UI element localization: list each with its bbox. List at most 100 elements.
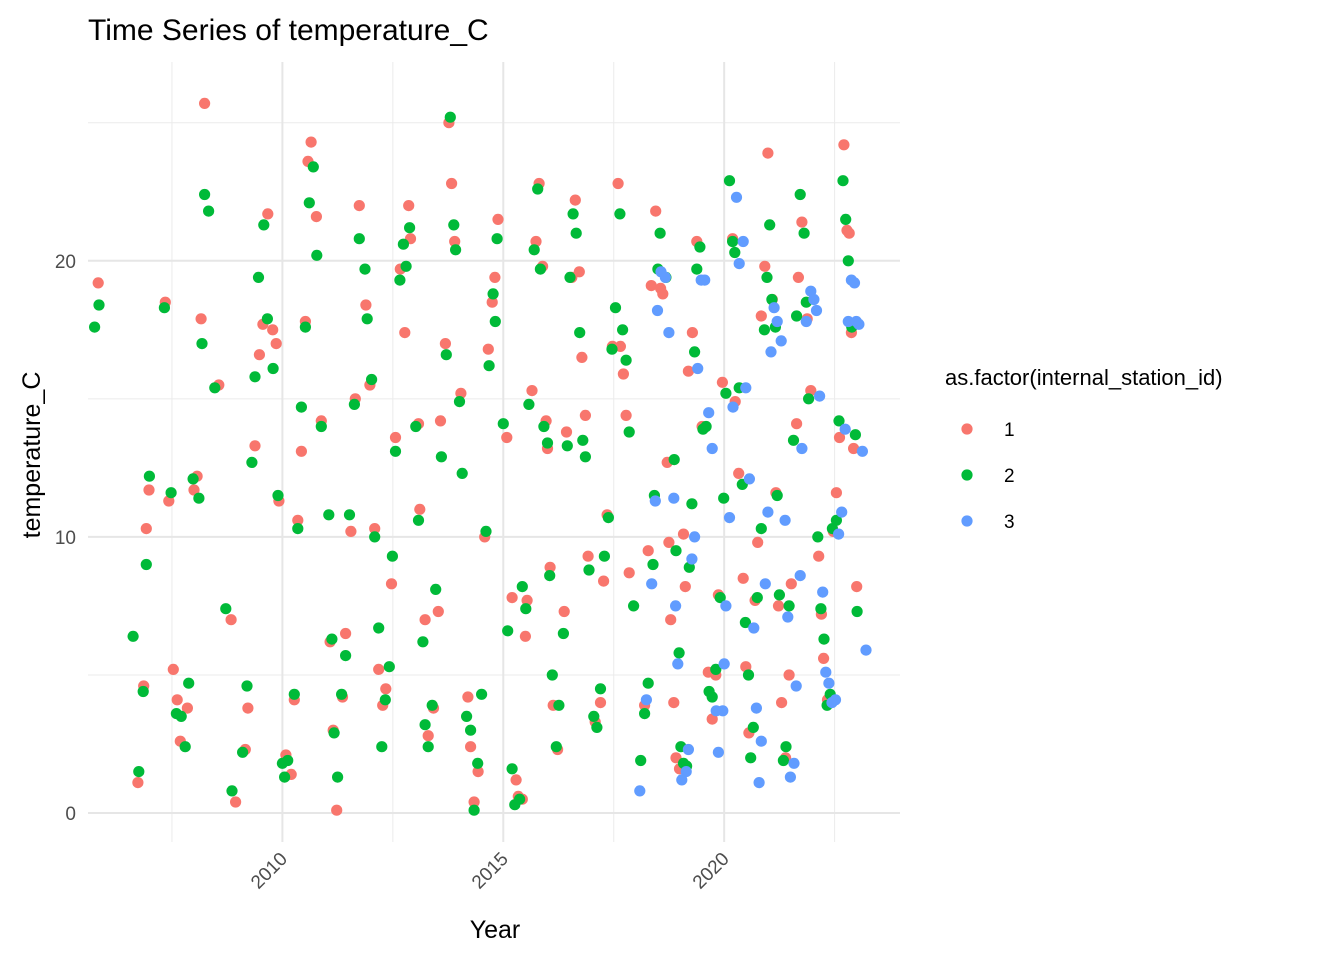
data-point-series-2: [241, 680, 253, 692]
data-point-series-1: [171, 694, 183, 706]
data-point-series-3: [839, 423, 851, 435]
data-point-series-2: [777, 754, 790, 767]
data-point-series-2: [175, 710, 187, 723]
data-point-series-3: [820, 666, 832, 678]
data-point-series-2: [647, 558, 659, 571]
data-points: [89, 97, 872, 816]
data-point-series-2: [761, 271, 773, 283]
data-point-series-2: [791, 310, 803, 322]
data-point-series-3: [753, 777, 765, 789]
data-point-series-1: [544, 561, 556, 573]
data-point-series-1: [733, 467, 745, 479]
data-point-series-1: [752, 536, 764, 549]
data-point-series-2: [133, 766, 145, 778]
data-point-series-2: [359, 263, 371, 275]
data-point-series-2: [361, 313, 373, 325]
data-point-series-2: [417, 636, 429, 648]
data-point-series-3: [759, 578, 771, 590]
data-point-series-2: [448, 219, 460, 231]
legend-key-2: [961, 469, 973, 481]
data-point-series-2: [570, 227, 582, 239]
data-point-series-3: [779, 514, 791, 526]
data-point-series-1: [195, 313, 207, 325]
data-point-series-1: [833, 431, 846, 444]
data-point-series-3: [775, 335, 787, 347]
data-point-series-2: [332, 771, 344, 783]
data-point-series-2: [516, 581, 528, 593]
data-point-series-2: [706, 691, 718, 703]
data-point-series-3: [836, 506, 848, 518]
data-point-series-2: [226, 785, 238, 797]
data-point-series-2: [379, 694, 391, 706]
data-point-series-2: [729, 246, 741, 259]
data-point-series-2: [246, 456, 258, 468]
data-point-series-1: [558, 605, 570, 618]
data-point-series-3: [788, 757, 800, 769]
data-point-series-2: [771, 489, 783, 502]
data-point-series-2: [143, 470, 155, 482]
data-point-series-1: [759, 260, 771, 272]
data-point-series-2: [465, 724, 477, 736]
data-point-series-3: [730, 191, 743, 203]
data-point-series-2: [299, 321, 311, 333]
data-point-series-3: [810, 304, 823, 317]
data-point-series-3: [848, 277, 861, 289]
data-point-series-3: [640, 694, 653, 706]
data-point-series-2: [617, 324, 629, 336]
data-point-series-2: [404, 222, 416, 234]
data-point-series-3: [663, 327, 675, 339]
data-point-series-1: [614, 340, 627, 352]
data-point-series-1: [449, 235, 461, 248]
data-point-series-2: [798, 227, 810, 239]
data-point-series-2: [628, 600, 640, 612]
data-point-series-2: [288, 688, 300, 700]
data-point-series-1: [92, 277, 104, 289]
data-point-series-2: [851, 605, 863, 618]
data-point-series-1: [462, 691, 474, 703]
data-point-series-1: [843, 227, 855, 239]
data-point-series-1: [620, 409, 632, 421]
data-point-series-1: [360, 299, 372, 311]
data-point-series-2: [506, 763, 518, 775]
data-point-series-2: [369, 531, 381, 543]
data-point-series-2: [323, 509, 335, 521]
data-point-series-2: [93, 299, 105, 311]
data-point-series-1: [848, 442, 860, 455]
data-point-series-1: [650, 205, 662, 217]
data-point-series-1: [560, 426, 573, 438]
y-tick-label: 20: [55, 252, 76, 273]
data-point-series-1: [706, 713, 718, 725]
data-point-series-2: [491, 233, 503, 245]
data-point-series-1: [796, 216, 808, 228]
data-point-series-3: [706, 442, 718, 455]
data-point-series-2: [209, 382, 221, 394]
data-point-series-1: [292, 514, 304, 526]
data-point-series-2: [383, 661, 395, 673]
data-point-series-3: [743, 473, 756, 485]
data-point-series-2: [193, 492, 205, 504]
data-point-series-2: [514, 793, 526, 805]
data-point-series-2: [758, 324, 771, 336]
data-point-series-2: [295, 401, 307, 413]
data-point-series-2: [718, 492, 730, 504]
data-point-series-2: [742, 669, 755, 681]
data-point-series-1: [385, 578, 398, 590]
data-point-series-2: [727, 235, 739, 248]
legend-title: as.factor(internal_station_id): [945, 365, 1223, 390]
data-point-series-1: [295, 445, 307, 457]
data-point-series-2: [386, 550, 398, 562]
data-point-series-1: [414, 503, 426, 515]
data-point-series-1: [465, 741, 477, 753]
data-point-series-2: [538, 420, 550, 433]
data-point-series-2: [745, 752, 757, 764]
data-point-series-2: [203, 205, 215, 217]
data-point-series-1: [679, 581, 691, 593]
data-point-series-3: [856, 445, 869, 457]
data-point-series-2: [89, 321, 101, 333]
data-point-series-2: [803, 393, 815, 405]
data-point-series-3: [646, 578, 658, 590]
y-axis-title: temperature_C: [18, 372, 46, 539]
data-point-series-3: [740, 382, 752, 394]
data-point-series-2: [849, 429, 862, 441]
data-point-series-3: [680, 766, 692, 778]
